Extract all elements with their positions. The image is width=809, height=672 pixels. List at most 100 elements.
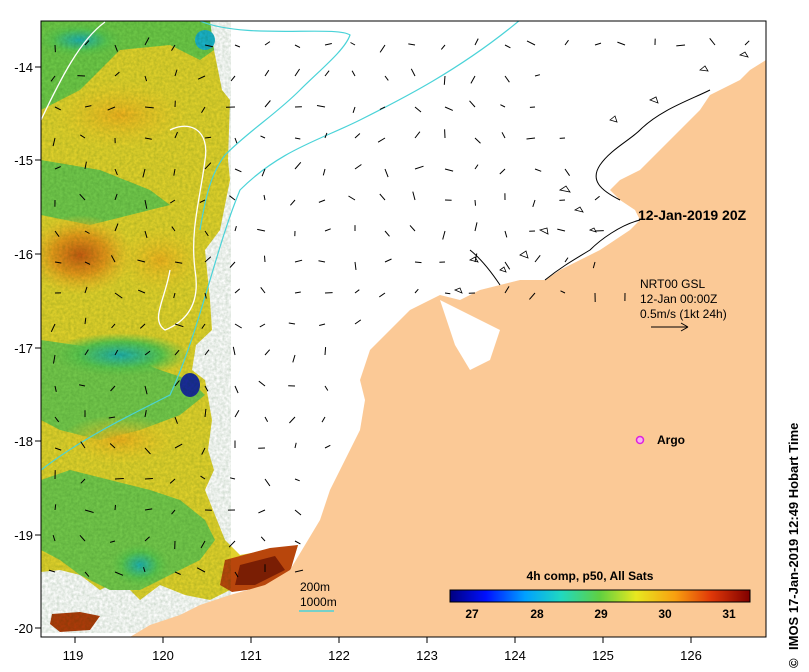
current-arrow: [173, 168, 176, 176]
kimberley-islands: [453, 51, 749, 294]
credit-label: IMOS 17-Jan-2019 12:49 Hobart Time: [786, 423, 801, 650]
current-arrow: [79, 534, 86, 542]
current-arrow: [114, 504, 116, 511]
current-arrow: [201, 323, 206, 329]
isobath-200m-line: [41, 21, 520, 471]
current-arrow: [260, 286, 266, 294]
current-arrow: [234, 288, 241, 294]
current-arrow: [174, 349, 180, 356]
current-arrow: [173, 292, 176, 299]
current-arrow: [414, 261, 422, 264]
lat-tick-label: -17: [14, 341, 33, 356]
current-arrow: [474, 222, 478, 232]
current-arrow: [170, 199, 176, 204]
current-arrow: [351, 70, 356, 77]
current-arrow: [564, 168, 571, 176]
current-arrow: [321, 416, 326, 423]
current-arrow: [379, 193, 386, 201]
current-arrow: [137, 289, 146, 294]
current-arrow: [54, 106, 62, 111]
current-arrow: [350, 42, 356, 46]
current-arrow: [84, 509, 94, 513]
current-arrow: [258, 509, 266, 514]
current-arrow: [234, 571, 239, 578]
current-arrow: [444, 292, 451, 295]
current-arrow: [201, 106, 206, 114]
current-legend: NRT00 GSL 12-Jan 00:00Z 0.5m/s (1kt 24h): [640, 277, 727, 332]
current-arrow: [196, 567, 206, 573]
current-arrow: [144, 37, 150, 46]
current-arrow: [504, 230, 508, 238]
current-arrow: [204, 230, 209, 237]
current-arrow: [204, 385, 209, 392]
longitude-axis: 119 120 121 122 123 124 125 126: [63, 648, 702, 663]
current-arrow: [84, 261, 91, 265]
current-arrow: [171, 509, 176, 515]
current-source: NRT00 GSL: [640, 277, 705, 291]
current-arrow: [174, 571, 181, 575]
current-arrow: [354, 133, 361, 139]
current-arrow: [294, 540, 301, 545]
lat-tick-label: -20: [14, 621, 33, 636]
current-arrow: [234, 225, 237, 232]
current-arrow: [377, 137, 386, 143]
current-arrow: [174, 323, 184, 328]
current-arrow: [229, 261, 236, 268]
current-arrow: [500, 104, 506, 108]
argo-marker-icon: [635, 435, 645, 445]
current-arrow: [414, 131, 421, 139]
scale-arrow-icon: [651, 322, 689, 332]
lon-tick-label: 121: [240, 648, 262, 663]
current-arrow: [444, 106, 453, 111]
current-arrow: [234, 323, 242, 329]
current-arrow: [144, 350, 151, 356]
current-arrow: [470, 75, 476, 84]
current-arrow: [114, 349, 119, 356]
current-arrow: [384, 168, 389, 178]
colorbar-gradient: [449, 589, 751, 603]
current-arrow: [234, 385, 239, 394]
current-arrow: [564, 257, 569, 263]
current-arrow: [414, 165, 424, 170]
current-arrow: [617, 41, 626, 46]
current-arrow: [594, 195, 600, 201]
current-arrow: [143, 567, 146, 573]
current-arrow: [560, 290, 566, 294]
current-arrow: [79, 193, 86, 201]
current-arrow: [294, 442, 297, 449]
current-arrow: [324, 385, 329, 391]
current-arrow: [264, 416, 269, 422]
lon-tick-label: 124: [504, 648, 526, 663]
current-arrow: [526, 137, 536, 140]
current-arrow: [384, 258, 392, 263]
current-arrow: [504, 286, 510, 294]
current-arrow: [564, 39, 569, 46]
isobath-200m-inner-line: [199, 21, 351, 231]
current-arrows: [48, 37, 750, 578]
lat-tick-label: -15: [14, 153, 33, 168]
current-arrow: [204, 44, 214, 48]
current-arrow: [294, 259, 303, 263]
lon-tick-label: 123: [416, 648, 438, 663]
current-arrow: [204, 349, 210, 356]
current-arrow: [264, 69, 270, 77]
current-arrow: [114, 571, 124, 576]
current-arrow: [534, 74, 541, 77]
current-arrow: [294, 68, 301, 77]
current-arrow: [200, 475, 206, 480]
current-arrow: [84, 230, 90, 234]
current-arrow: [324, 43, 332, 46]
current-arrow: [144, 230, 148, 239]
credit-text: © IMOS 17-Jan-2019 12:49 Hobart Time: [786, 423, 801, 668]
current-arrow: [144, 447, 151, 455]
current-arrow: [294, 137, 301, 140]
current-arrow: [50, 75, 56, 82]
current-arrow: [442, 230, 446, 240]
lon-tick-label: 126: [680, 648, 702, 663]
isobath-200-label: 200m: [300, 580, 330, 594]
current-arrow: [174, 380, 180, 387]
current-arrow: [260, 536, 266, 542]
current-arrow: [84, 286, 88, 294]
king-sound: [440, 300, 500, 370]
current-arrow: [744, 40, 750, 46]
